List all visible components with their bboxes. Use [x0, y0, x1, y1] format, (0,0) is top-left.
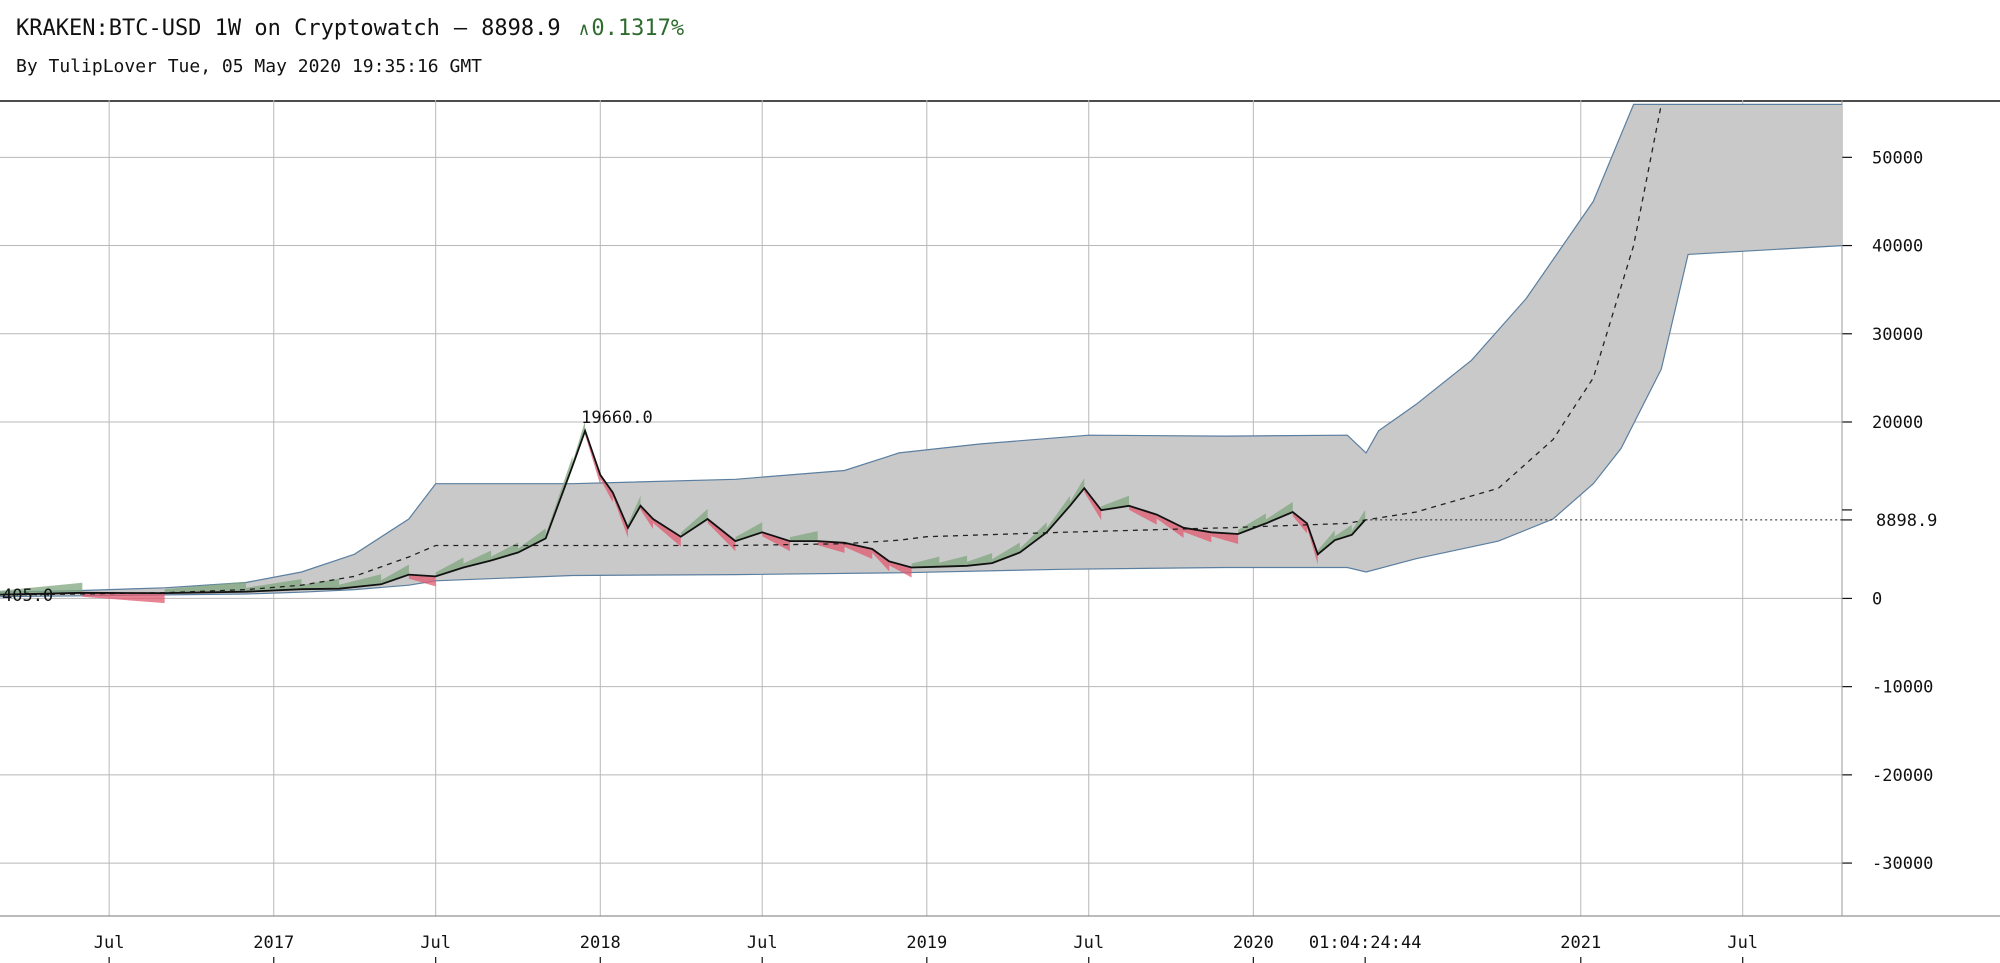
up-wick — [1265, 501, 1293, 524]
title-separator: — — [453, 16, 468, 41]
peak-label: 19660.0 — [581, 408, 653, 428]
countdown-label: 01:04:24:44 — [1309, 933, 1422, 953]
y-tick-label: -20000 — [1872, 766, 1933, 786]
up-wick — [301, 578, 340, 590]
down-wick — [600, 474, 613, 503]
start-label: 405.0 — [2, 586, 53, 606]
down-wick — [640, 505, 654, 530]
x-tick-label: 2020 — [1233, 933, 1274, 953]
down-wick — [872, 549, 890, 572]
down-wick — [844, 542, 873, 560]
down-wick — [653, 519, 681, 547]
up-wick — [1351, 509, 1366, 535]
up-wick — [1317, 530, 1335, 555]
up-wick — [491, 542, 518, 561]
y-tick-label: 40000 — [1872, 237, 1923, 257]
band-lower-line — [0, 245, 1842, 598]
x-tick-label: Jul — [1727, 933, 1758, 953]
up-wick — [1334, 524, 1352, 541]
y-tick-label: 30000 — [1872, 325, 1923, 345]
down-wick — [1211, 532, 1239, 545]
down-wick — [762, 532, 790, 552]
x-tick-label: 2018 — [580, 933, 621, 953]
up-wick — [0, 582, 83, 595]
x-tick-label: Jul — [420, 933, 451, 953]
x-tick-label: 2019 — [906, 933, 947, 953]
price-change: ∧0.1317% — [579, 16, 685, 41]
last-price-label: 8898.9 — [1876, 511, 1937, 531]
down-wick — [408, 574, 436, 587]
up-wick — [628, 495, 641, 528]
up-wick — [1069, 478, 1085, 506]
up-wick — [789, 531, 818, 542]
chart-title: KRAKEN:BTC-USD 1W on Cryptowatch — [16, 16, 440, 41]
up-wick — [517, 528, 546, 553]
price-chart[interactable]: 50000 40000 30000 20000 0 -10000 -20000 -30000 J… — [0, 100, 2000, 963]
x-tick-label: 2021 — [1560, 933, 1601, 953]
y-tick-label: 0 — [1872, 589, 1882, 609]
down-wick — [707, 519, 736, 552]
down-wick — [82, 592, 165, 604]
x-tick-label: Jul — [94, 933, 125, 953]
x-tick-label: Jul — [1073, 933, 1104, 953]
y-tick-label: 50000 — [1872, 148, 1923, 168]
up-wick — [246, 579, 302, 592]
down-wick — [612, 492, 629, 538]
up-wick — [164, 581, 247, 594]
up-wick — [381, 564, 409, 585]
x-tick-label: 2017 — [253, 933, 294, 953]
current-price: 8898.9 — [481, 16, 561, 41]
down-wick — [1156, 514, 1184, 538]
up-wick — [967, 553, 993, 566]
chart-header: KRAKEN:BTC-USD 1W on Cryptowatch — 8898.9 ∧… — [0, 0, 2000, 100]
x-tick-label: Jul — [747, 933, 778, 953]
up-wick — [735, 522, 763, 542]
band-area — [0, 104, 1842, 597]
up-wick — [435, 557, 464, 577]
y-tick-label: -30000 — [1872, 854, 1933, 874]
down-wick — [889, 561, 912, 578]
up-wick — [911, 556, 940, 568]
price-change-value: 0.1317% — [591, 16, 685, 41]
up-wick — [939, 555, 968, 567]
up-wick — [992, 542, 1020, 564]
price-line — [0, 428, 1366, 596]
up-wick — [680, 509, 708, 537]
down-wick — [1128, 505, 1157, 525]
band-upper-line — [0, 103, 1842, 593]
up-wick — [1046, 495, 1070, 533]
up-arrow-icon: ∧ — [578, 19, 590, 40]
byline: By TulipLover Tue, 05 May 2020 19:35:16 … — [16, 56, 482, 77]
y-tick-label: -10000 — [1872, 678, 1933, 698]
y-tick-label: 20000 — [1872, 413, 1923, 433]
title-row: KRAKEN:BTC-USD 1W on Cryptowatch — 8898.9 ∧… — [16, 16, 684, 41]
mid-dashed-line — [0, 104, 1662, 596]
down-wick — [1084, 488, 1102, 521]
up-wick — [1238, 513, 1266, 535]
up-wick — [1019, 522, 1047, 553]
up-wick — [463, 550, 492, 568]
down-wick — [1292, 511, 1308, 534]
